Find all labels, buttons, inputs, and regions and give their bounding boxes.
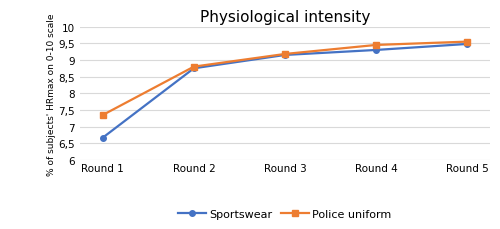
Police uniform	[282, 53, 288, 56]
Sportswear	[191, 68, 197, 70]
Legend: Sportswear, Police uniform: Sportswear, Police uniform	[174, 205, 396, 224]
Sportswear	[464, 43, 470, 46]
Police uniform	[373, 44, 379, 47]
Police uniform	[464, 41, 470, 44]
Sportswear	[100, 137, 106, 139]
Line: Sportswear: Sportswear	[100, 42, 470, 141]
Police uniform	[100, 114, 106, 117]
Sportswear	[373, 49, 379, 52]
Sportswear	[282, 54, 288, 57]
Police uniform	[191, 66, 197, 69]
Y-axis label: % of subjects' HRmax on 0-10 scale: % of subjects' HRmax on 0-10 scale	[46, 13, 56, 175]
Line: Police uniform: Police uniform	[100, 40, 470, 118]
Title: Physiological intensity: Physiological intensity	[200, 10, 370, 25]
